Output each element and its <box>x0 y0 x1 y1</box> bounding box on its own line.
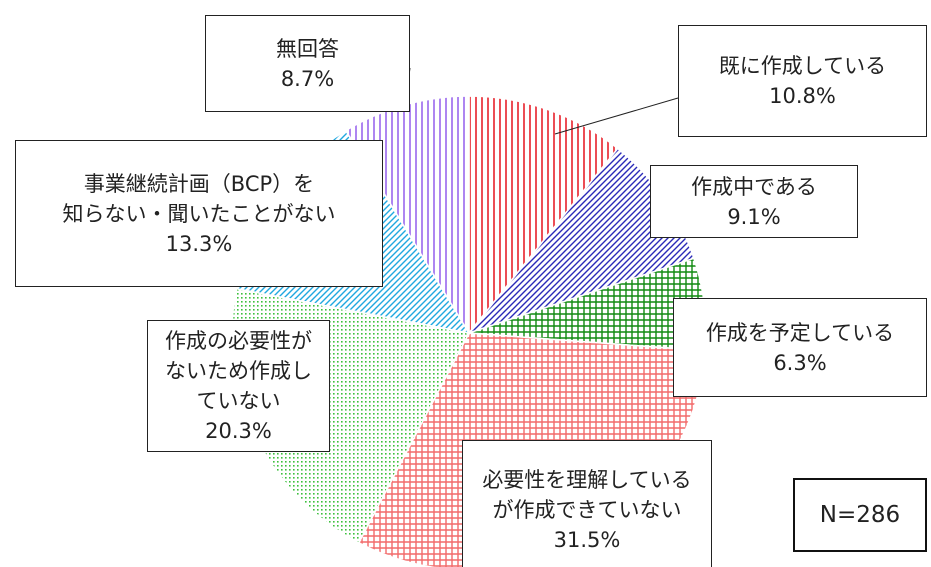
value-label: 9.1% <box>727 204 781 229</box>
slice-label: 作成中である 9.1% <box>650 165 858 238</box>
pie-slice <box>468 95 619 336</box>
note: N=286 <box>819 502 901 528</box>
slice-label: 必要性を理解している が作成できていない 31.5% <box>462 440 712 567</box>
category-label: 既に作成している <box>718 54 887 78</box>
category-label: 作成の必要性が ないため作成し ていない <box>165 329 312 413</box>
value-label: 13.3% <box>165 231 233 256</box>
value-label: 6.3% <box>773 350 827 375</box>
category-label: 作成を予定している <box>705 320 895 345</box>
slice-label: 既に作成している 10.8% <box>678 25 927 137</box>
category-label: 事業継続計画（BCP）を 知らない・聞いたことがない <box>62 171 336 226</box>
category-label: 作成中である <box>691 174 817 199</box>
slice-label: 作成の必要性が ないため作成し ていない 20.3% <box>147 320 330 452</box>
category-label: 無回答 <box>276 36 339 61</box>
leader-line <box>554 97 679 135</box>
slice-label: 作成を予定している 6.3% <box>673 298 927 397</box>
value-label: 20.3% <box>205 419 272 443</box>
slice-label: 無回答 8.7% <box>205 15 410 112</box>
sample-size: N=286 <box>793 478 927 552</box>
value-label: 8.7% <box>280 66 335 91</box>
slice-label: 事業継続計画（BCP）を 知らない・聞いたことがない 13.3% <box>15 140 383 287</box>
value-label: 10.8% <box>769 84 836 108</box>
value-label: 31.5% <box>553 528 621 552</box>
category-label: 必要性を理解している が作成できていない <box>482 468 692 522</box>
